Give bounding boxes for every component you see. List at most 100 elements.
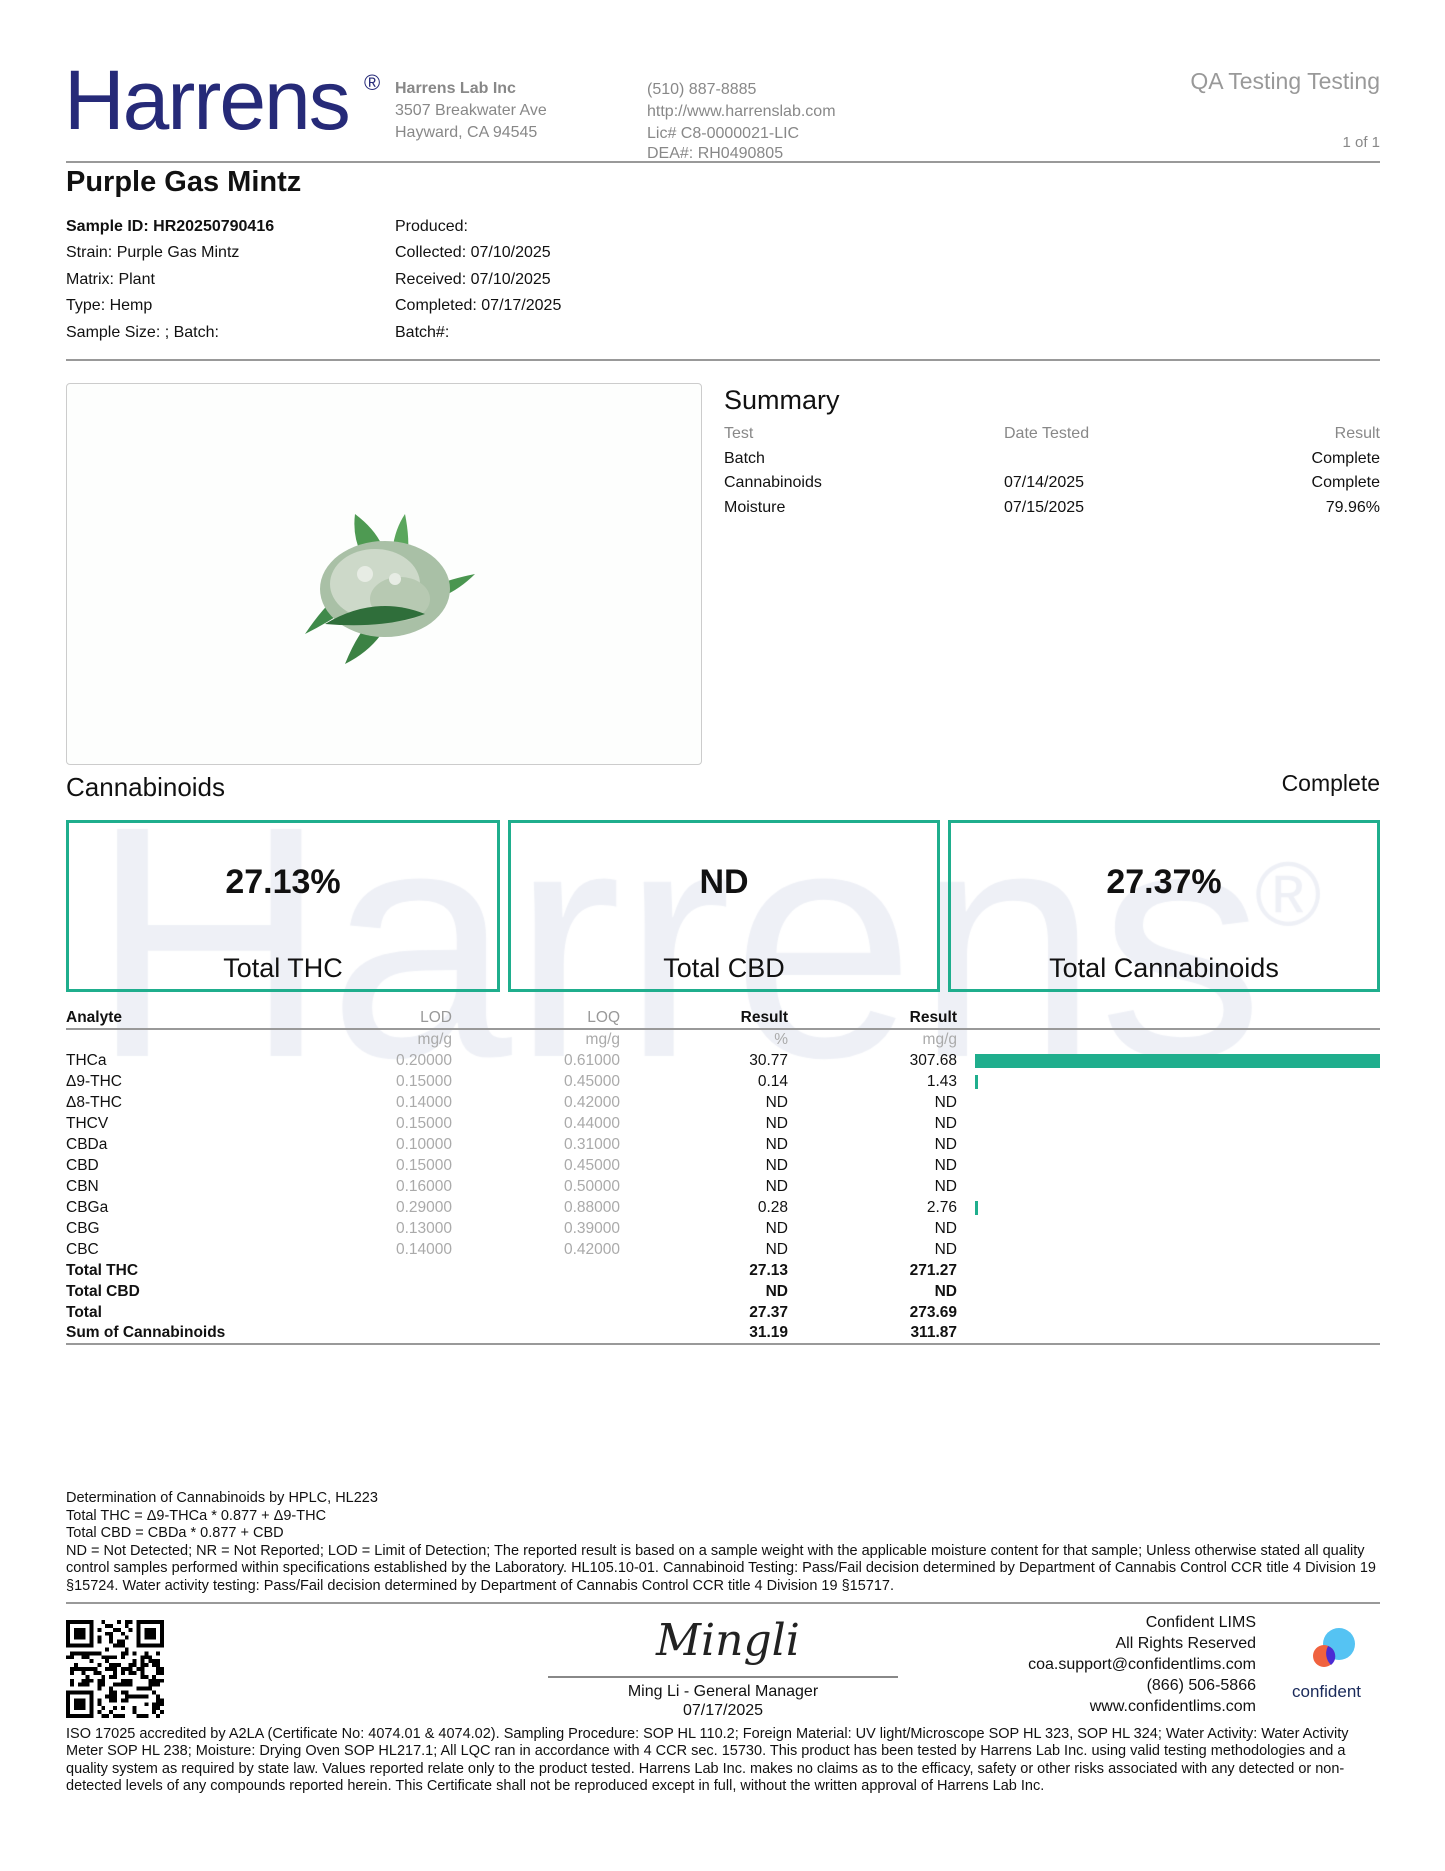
card-label: Total THC	[223, 953, 343, 983]
cell-mgg: 311.87	[788, 1323, 957, 1345]
lab-address: Harrens Lab Inc 3507 Breakwater Ave Hayw…	[395, 78, 547, 144]
total-cannabinoids-card: 27.37% Total Cannabinoids	[948, 820, 1380, 992]
cell-empty	[452, 1323, 620, 1345]
confident-name: Confident LIMS	[1145, 1613, 1256, 1631]
cell-empty	[286, 1323, 452, 1345]
col-test: Test	[724, 425, 754, 443]
cell-mgg: 271.27	[909, 1261, 957, 1279]
analyte-row: Δ8-THC 0.14000 0.42000 ND ND	[66, 1092, 1380, 1113]
card-label: Total CBD	[663, 953, 785, 983]
result-bar	[975, 1053, 1380, 1068]
analyte-row: CBD 0.15000 0.45000 ND ND	[66, 1155, 1380, 1176]
sample-info-left: Sample ID: HR20250790416 Strain: Purple …	[66, 214, 274, 346]
cell-analyte: Total	[66, 1303, 102, 1321]
cell-loq: 0.45000	[563, 1072, 620, 1090]
total-row: Sum of Cannabinoids 31.19 311.87	[66, 1323, 1380, 1345]
confident-rights: All Rights Reserved	[1115, 1634, 1257, 1652]
footer-row: Mingli Ming Li - General Manager 07/17/2…	[66, 1604, 1380, 1726]
cell-lod: 0.20000	[395, 1051, 452, 1069]
cell-analyte: THCV	[66, 1114, 109, 1132]
cell-analyte: Δ9-THC	[66, 1072, 122, 1090]
cell-loq: 0.42000	[563, 1093, 620, 1111]
registered-mark: ®	[364, 70, 381, 95]
confident-email[interactable]: coa.support@confidentlims.com	[1028, 1655, 1256, 1673]
cell-analyte: Δ8-THC	[66, 1093, 122, 1111]
cell-mgg: ND	[934, 1177, 957, 1195]
total-row: Total CBD ND ND	[66, 1281, 1380, 1302]
cell-lod: 0.13000	[395, 1219, 452, 1237]
cell-bar	[957, 1176, 1380, 1197]
cell-mgg: 1.43	[926, 1072, 957, 1090]
cell-empty	[286, 1260, 452, 1281]
lab-website[interactable]: http://www.harrenslab.com	[647, 103, 836, 120]
cell-analyte: CBDa	[66, 1135, 108, 1153]
signatory: Ming Li - General Manager 07/17/2025	[548, 1682, 898, 1720]
cell-analyte: CBG	[66, 1219, 100, 1237]
collected: Collected: 07/10/2025	[395, 244, 551, 262]
cell-analyte: Total CBD	[66, 1282, 140, 1300]
cell-pct: 0.14	[757, 1072, 788, 1090]
unit-lod: mg/g	[417, 1031, 452, 1048]
cell-analyte: Total THC	[66, 1261, 139, 1279]
cell-mgg: ND	[934, 1093, 957, 1111]
address-line-2: Hayward, CA 94545	[395, 124, 538, 141]
cell-lod: 0.14000	[395, 1093, 452, 1111]
client-name: QA Testing Testing	[1190, 68, 1380, 94]
card-label: Total Cannabinoids	[1049, 953, 1279, 983]
result-bar	[975, 1200, 978, 1215]
cannabis-bud-image	[305, 514, 475, 664]
summary-title: Summary	[724, 385, 840, 415]
cell-mgg: 307.68	[909, 1051, 957, 1069]
analyte-row: CBG 0.13000 0.39000 ND ND	[66, 1218, 1380, 1239]
matrix: Matrix: Plant	[66, 270, 155, 288]
summary-test: Moisture	[724, 498, 786, 516]
cell-analyte: CBGa	[66, 1198, 109, 1216]
lab-contact: (510) 887-8885 http://www.harrenslab.com…	[647, 80, 836, 164]
note-line: Total THC = Δ9-THCa * 0.877 + Δ9-THC	[66, 1507, 327, 1524]
cell-lod: 0.15000	[395, 1072, 452, 1090]
qr-code[interactable]	[66, 1619, 164, 1718]
cell-bar	[957, 1050, 1380, 1071]
cell-loq: 0.44000	[563, 1114, 620, 1132]
result-bar	[975, 1074, 978, 1089]
cell-loq: 0.50000	[563, 1177, 620, 1195]
cell-empty	[452, 1302, 620, 1323]
summary-header: Test Date Tested Result	[724, 422, 1380, 447]
analyte-row: CBC 0.14000 0.42000 ND ND	[66, 1239, 1380, 1260]
cell-analyte: CBD	[66, 1156, 99, 1174]
cell-pct: ND	[765, 1135, 788, 1153]
summary-test: Cannabinoids	[724, 474, 822, 492]
signature-line	[548, 1675, 898, 1678]
confident-website[interactable]: www.confidentlims.com	[1089, 1697, 1256, 1715]
cell-pct: 31.19	[620, 1323, 788, 1345]
cannabinoid-results-table: Analyte LOD LOQ Result Result mg/g mg/g …	[66, 1008, 1380, 1345]
analyte-row: Δ9-THC 0.15000 0.45000 0.14 1.43	[66, 1071, 1380, 1092]
confident-logo-text: confident	[1292, 1681, 1361, 1701]
summary-result: Complete	[1311, 449, 1380, 467]
cell-pct: 27.13	[749, 1261, 788, 1279]
note-line: Total CBD = CBDa * 0.877 + CBD	[66, 1525, 284, 1542]
cell-mgg: ND	[934, 1114, 957, 1132]
table-header: Analyte LOD LOQ Result Result	[66, 1008, 1380, 1030]
lab-phone: (510) 887-8885	[647, 81, 757, 98]
cell-loq: 0.45000	[563, 1156, 620, 1174]
address-line-1: 3507 Breakwater Ave	[395, 102, 547, 119]
cell-pct: ND	[765, 1156, 788, 1174]
divider	[66, 1601, 1380, 1604]
cell-pct: ND	[765, 1093, 788, 1111]
cannabinoids-title: Cannabinoids	[66, 772, 226, 802]
cell-mgg: ND	[934, 1219, 957, 1237]
cell-mgg: ND	[934, 1156, 957, 1174]
col-result-pct: Result	[620, 1008, 788, 1030]
unit-mgg: mg/g	[922, 1031, 957, 1048]
cell-bar	[957, 1071, 1380, 1092]
total-row: Total 27.37 273.69	[66, 1302, 1380, 1323]
lab-name: Harrens Lab Inc	[395, 80, 516, 97]
total-thc-card: 27.13% Total THC	[66, 820, 500, 992]
card-value: 27.37%	[1106, 863, 1222, 901]
cell-bar	[957, 1113, 1380, 1134]
cell-bar	[957, 1218, 1380, 1239]
card-value: ND	[699, 863, 749, 901]
cell-empty	[452, 1281, 620, 1302]
analyte-row: CBN 0.16000 0.50000 ND ND	[66, 1176, 1380, 1197]
